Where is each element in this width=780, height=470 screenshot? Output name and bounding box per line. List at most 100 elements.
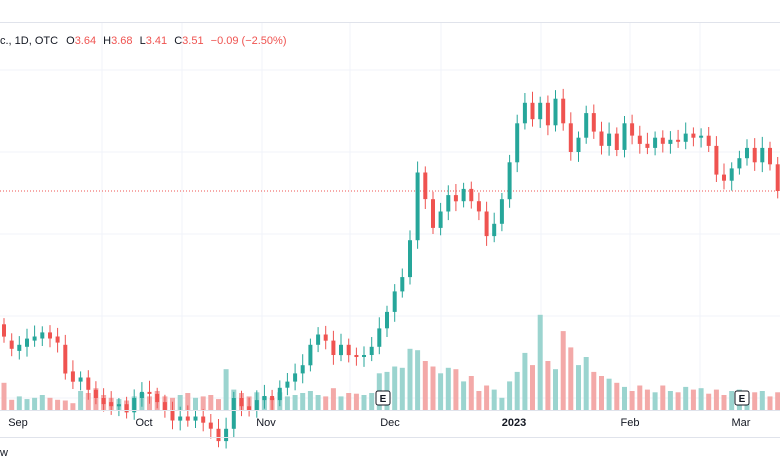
candle-body xyxy=(423,172,428,200)
candle-body xyxy=(331,340,336,355)
candle-body xyxy=(499,199,504,224)
volume-bar xyxy=(484,385,490,410)
candle-body xyxy=(93,389,98,398)
volume-bar xyxy=(39,395,45,410)
x-tick-label: Nov xyxy=(256,417,276,429)
candle-body xyxy=(147,391,152,394)
candle-body xyxy=(385,311,389,329)
candle-body xyxy=(630,123,635,136)
candle-body xyxy=(377,328,382,347)
volume-bar xyxy=(407,348,413,410)
candle-body xyxy=(25,338,29,347)
x-tick-label: Oct xyxy=(135,417,152,429)
candle-body xyxy=(737,158,742,169)
volume-bar xyxy=(576,365,581,410)
volume-bar xyxy=(644,389,650,410)
volume-bar xyxy=(637,385,643,410)
volume-bar xyxy=(667,391,673,410)
candle-body xyxy=(193,416,198,421)
candle-body xyxy=(645,143,650,148)
volume-bar xyxy=(690,389,696,410)
candle-body xyxy=(408,240,412,278)
candle-body xyxy=(507,162,512,200)
candle-body xyxy=(476,201,481,212)
volume-bar xyxy=(499,397,505,410)
volume-bar xyxy=(606,378,612,410)
ohlc-legend: c., 1D, OTC O3.64 H3.68 L3.41 C3.51 −0.0… xyxy=(0,35,287,47)
legend-close-label: C xyxy=(174,35,182,47)
volume-bar xyxy=(1,382,7,410)
candle-body xyxy=(316,334,321,345)
candle-body xyxy=(185,416,190,421)
candle-body xyxy=(9,340,14,349)
candle-body xyxy=(162,402,167,411)
legend-open-label: O xyxy=(66,35,75,47)
candle-body xyxy=(170,410,175,421)
candle-body xyxy=(369,346,374,355)
volume-bar xyxy=(361,395,367,410)
volume-bar xyxy=(369,393,375,410)
candle-body xyxy=(201,416,206,423)
candle-body xyxy=(438,211,443,228)
candle-body xyxy=(354,355,359,357)
candle-body xyxy=(607,133,612,146)
candle-body xyxy=(584,113,589,138)
volume-bar xyxy=(683,386,689,410)
candle-body xyxy=(132,398,137,413)
candle-body xyxy=(722,174,726,181)
volume-bar xyxy=(553,369,558,410)
volume-bar xyxy=(752,392,758,410)
candle-body xyxy=(729,168,734,181)
candle-body xyxy=(270,396,275,401)
volume-bar xyxy=(223,369,229,410)
volume-bar xyxy=(583,357,589,410)
earnings-marker-dec-label: E xyxy=(380,394,387,405)
volume-bar xyxy=(438,373,444,410)
volume-bar xyxy=(392,366,398,410)
earnings-marker-mar[interactable]: E xyxy=(734,390,750,406)
x-axis-ticks: Sep Oct Nov Dec 2023 Feb Mar xyxy=(8,417,751,429)
candle-body xyxy=(116,404,121,407)
x-tick-label: Mar xyxy=(732,417,751,429)
volume-bar xyxy=(315,395,321,410)
legend-open-value: 3.64 xyxy=(75,35,96,47)
candle-body xyxy=(768,147,772,165)
volume-bar xyxy=(422,361,428,410)
candle-body xyxy=(247,406,252,411)
volume-bar xyxy=(85,393,91,410)
candle-body xyxy=(231,398,236,429)
volume-bar xyxy=(514,371,520,410)
candle-body xyxy=(522,102,527,124)
volume-bar xyxy=(300,393,306,410)
candle-body xyxy=(538,102,543,120)
candle-body xyxy=(392,291,397,312)
candle-body xyxy=(78,377,83,382)
candle-body xyxy=(653,137,658,148)
candle-body xyxy=(254,400,259,411)
candle-body xyxy=(775,164,780,191)
candle-body xyxy=(346,344,351,356)
candle-body xyxy=(208,422,213,429)
volume-bar xyxy=(430,366,436,410)
volume-bar xyxy=(216,399,221,410)
volume-bar xyxy=(468,376,474,410)
volume-bar xyxy=(24,399,30,410)
candle-body xyxy=(676,139,681,142)
volume-bar xyxy=(353,393,359,410)
volume-bar xyxy=(591,371,597,410)
volume-bar xyxy=(284,396,290,410)
candle-body xyxy=(760,147,765,163)
volume-bar xyxy=(713,389,719,410)
volume-bar xyxy=(208,395,214,410)
candle-body xyxy=(109,402,114,407)
candle-body xyxy=(492,223,497,237)
volume-bar xyxy=(614,382,620,410)
candle-body xyxy=(484,211,489,237)
volume-bar xyxy=(78,391,84,410)
earnings-marker-dec[interactable]: E xyxy=(375,390,391,406)
candle-body xyxy=(70,371,75,382)
candle-body xyxy=(362,355,366,357)
candle-body xyxy=(55,336,60,343)
volume-bar xyxy=(622,386,627,410)
